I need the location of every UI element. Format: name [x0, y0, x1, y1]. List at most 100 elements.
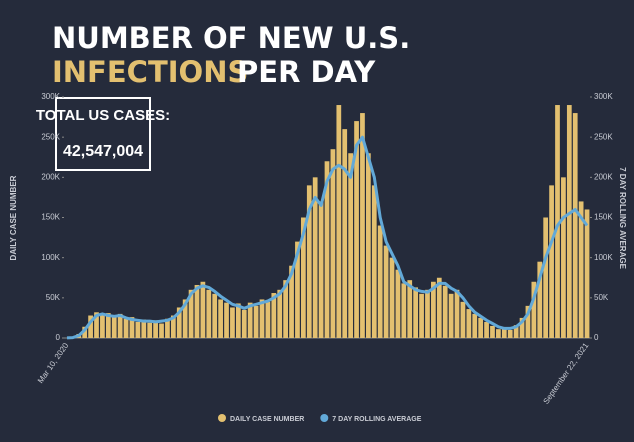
bar [188, 289, 194, 338]
bar [395, 269, 401, 338]
bar [123, 318, 129, 338]
bar [265, 301, 271, 338]
bar [496, 329, 501, 338]
bar [277, 289, 283, 338]
y2-axis-label: 7 DAY ROLLING AVERAGE [618, 167, 627, 269]
bar [478, 317, 484, 338]
bar [448, 293, 454, 338]
bar [230, 307, 235, 338]
y2-tick-label: 150K [594, 213, 613, 222]
bar [566, 105, 572, 339]
bar [407, 280, 413, 338]
bar [507, 329, 513, 338]
y2-tick-label: 250K [594, 132, 613, 141]
bar [312, 177, 318, 338]
bar [170, 315, 176, 338]
bar [360, 113, 365, 338]
bar [147, 322, 153, 338]
y2-tick-label: 300K [594, 92, 613, 101]
bar [436, 277, 442, 338]
bar [324, 161, 330, 338]
bar [377, 225, 383, 338]
bar [200, 281, 206, 338]
y2-tick-label: 50K [594, 293, 609, 302]
bar [401, 283, 407, 338]
bar [295, 241, 300, 338]
bar [100, 314, 105, 338]
bar [389, 257, 395, 338]
bar [117, 313, 123, 338]
bar [259, 299, 265, 338]
legend-marker [320, 414, 329, 422]
bar [224, 302, 229, 338]
bar [531, 281, 537, 338]
bar [371, 185, 377, 338]
chart-title-highlight: INFECTIONS [52, 55, 248, 89]
y-tick-label: 50K [46, 293, 61, 302]
bar [472, 313, 478, 338]
chart-title: NUMBER OF NEW U.S. [52, 21, 410, 55]
bar [519, 317, 525, 338]
y2-tick-label: 100K [594, 253, 613, 262]
legend-marker [218, 414, 226, 422]
bar [584, 209, 590, 338]
bar [354, 121, 359, 338]
bar [501, 327, 507, 338]
bar [194, 284, 200, 338]
y-tick-label: 250K [41, 132, 60, 141]
bar [88, 315, 93, 338]
bar [336, 105, 342, 339]
y-tick-label: 100K [41, 253, 60, 262]
bar [176, 307, 182, 338]
bar [300, 217, 306, 338]
bar [555, 105, 560, 339]
bar [82, 326, 88, 338]
bar [241, 309, 247, 338]
total-label: TOTAL US CASES: [36, 107, 170, 124]
bar [141, 319, 147, 338]
y-tick-label: 200K [41, 172, 60, 181]
bar [165, 318, 170, 338]
bar [454, 289, 460, 338]
bar [206, 289, 212, 338]
bar [543, 217, 549, 338]
y-axis-label: DAILY CASE NUMBER [9, 175, 18, 260]
bar [105, 313, 111, 338]
bar [306, 185, 312, 338]
bar [212, 293, 218, 338]
bar [135, 321, 141, 338]
bar [561, 177, 566, 338]
bar [484, 321, 489, 338]
total-value: 42,547,004 [63, 143, 143, 160]
chart-title-rest: PER DAY [237, 55, 376, 89]
bar [182, 299, 188, 338]
bar [330, 149, 336, 338]
bar [549, 185, 554, 338]
bar [289, 265, 294, 338]
bar [425, 289, 430, 338]
bar [129, 317, 135, 338]
bar [413, 287, 419, 338]
bar [283, 280, 288, 338]
bar [490, 325, 495, 338]
bar [253, 305, 259, 338]
bar [111, 317, 117, 338]
bar [431, 281, 436, 338]
bar [537, 261, 543, 338]
bar [442, 285, 448, 338]
line [66, 135, 589, 340]
bar [383, 245, 389, 338]
bar [525, 305, 531, 338]
bar [318, 201, 324, 338]
bar [578, 201, 584, 338]
bar [218, 299, 223, 338]
bar [247, 302, 253, 338]
y-tick-label: 0 [56, 333, 61, 342]
y2-tick-label: 0 [594, 333, 599, 342]
bar [342, 129, 348, 338]
bar [159, 323, 164, 338]
bar [348, 153, 354, 338]
y2-tick-label: 200K [594, 172, 613, 181]
bar [460, 301, 466, 338]
